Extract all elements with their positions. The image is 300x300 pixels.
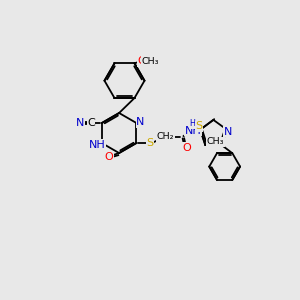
Text: O: O — [105, 152, 113, 162]
Text: CH₃: CH₃ — [207, 137, 224, 146]
Text: NH: NH — [185, 126, 202, 136]
Text: O: O — [138, 56, 147, 66]
Text: N: N — [224, 127, 232, 137]
Text: H: H — [189, 119, 195, 128]
Text: N: N — [136, 117, 145, 127]
Text: S: S — [195, 122, 202, 131]
Text: S: S — [147, 138, 154, 148]
Text: CH₃: CH₃ — [141, 56, 159, 65]
Text: N: N — [76, 118, 84, 128]
Text: CH₂: CH₂ — [157, 132, 174, 141]
Text: NH: NH — [89, 140, 106, 150]
Text: C: C — [87, 118, 95, 128]
Text: O: O — [182, 143, 191, 153]
